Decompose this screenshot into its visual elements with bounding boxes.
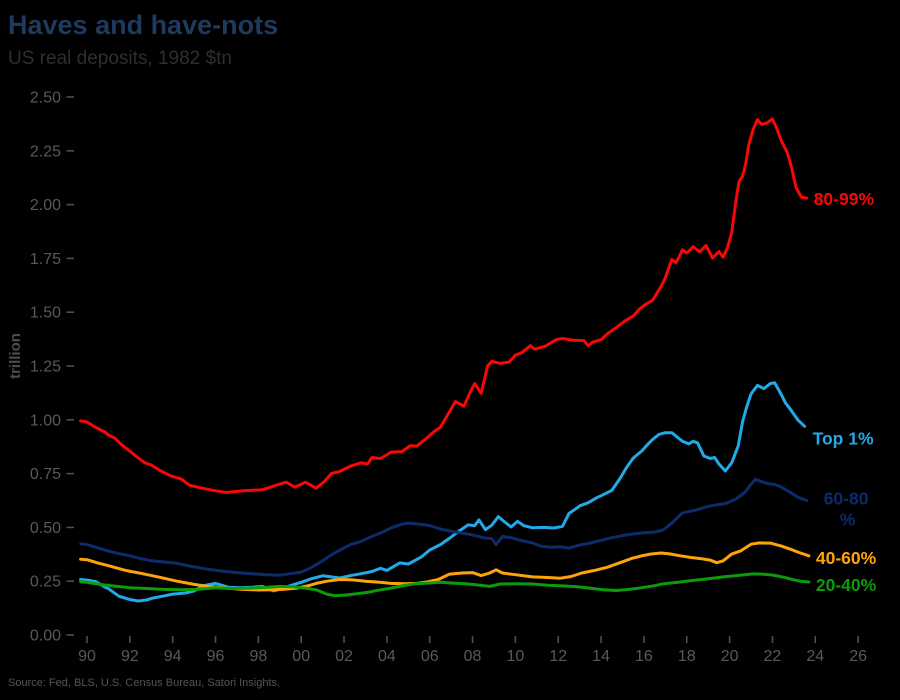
x-axis-tick-label: 98 xyxy=(249,648,267,665)
y-axis-tick-label: 1.50 xyxy=(30,305,61,322)
y-axis-tick-label: 0.50 xyxy=(30,520,61,537)
x-axis-tick-label: 90 xyxy=(78,648,96,665)
y-axis-tick-label: 1.00 xyxy=(30,412,61,429)
series-label-80-99%: 80-99% xyxy=(814,189,875,209)
x-axis-tick-label: 16 xyxy=(635,648,653,665)
y-axis-tick-label: 2.00 xyxy=(30,197,61,214)
y-axis-tick-label: 0.75 xyxy=(30,466,61,483)
series-label-40-60%: 40-60% xyxy=(816,548,877,568)
x-axis-tick-label: 02 xyxy=(335,648,353,665)
x-axis-tick-label: 00 xyxy=(292,648,310,665)
x-axis-tick-label: 24 xyxy=(806,648,824,665)
series-label-Top 1%: Top 1% xyxy=(813,428,874,448)
x-axis-tick-label: 96 xyxy=(207,648,225,665)
y-axis-tick-label: 0.25 xyxy=(30,574,61,591)
y-axis-tick-label: 0.00 xyxy=(30,628,61,645)
x-axis-tick-label: 22 xyxy=(764,648,782,665)
x-axis-tick-label: 08 xyxy=(464,648,482,665)
x-axis-tick-label: 94 xyxy=(164,648,182,665)
series-line-80-99% xyxy=(79,117,809,494)
y-axis-tick-label: 2.50 xyxy=(30,90,61,107)
series-line-20-40% xyxy=(79,572,811,598)
series-label-20-40%: 20-40% xyxy=(816,575,877,595)
y-axis-tick-label: 1.25 xyxy=(30,359,61,376)
source-note: Source: Fed, BLS, U.S. Census Bureau, Sa… xyxy=(8,677,281,689)
series-line-Top 1% xyxy=(79,381,807,603)
x-axis-tick-label: 04 xyxy=(378,648,396,665)
x-axis-tick-label: 18 xyxy=(678,648,696,665)
y-axis-tick-label: 1.75 xyxy=(30,251,61,268)
chart-title: Haves and have-nots xyxy=(8,10,279,40)
chart-subtitle: US real deposits, 1982 $tn xyxy=(8,48,232,69)
x-axis-tick-label: 06 xyxy=(421,648,439,665)
x-axis-tick-label: 10 xyxy=(507,648,525,665)
x-axis-tick-label: 20 xyxy=(721,648,739,665)
x-axis-tick-label: 12 xyxy=(549,648,567,665)
series-label-60-80%: 60-80% xyxy=(824,489,869,530)
y-axis-title: trillion xyxy=(7,333,24,379)
series-line-60-80% xyxy=(79,477,809,577)
x-axis-tick-label: 92 xyxy=(121,648,139,665)
y-axis-tick-label: 2.25 xyxy=(30,143,61,160)
x-axis-tick-label: 26 xyxy=(849,648,867,665)
x-axis-tick-label: 14 xyxy=(592,648,610,665)
